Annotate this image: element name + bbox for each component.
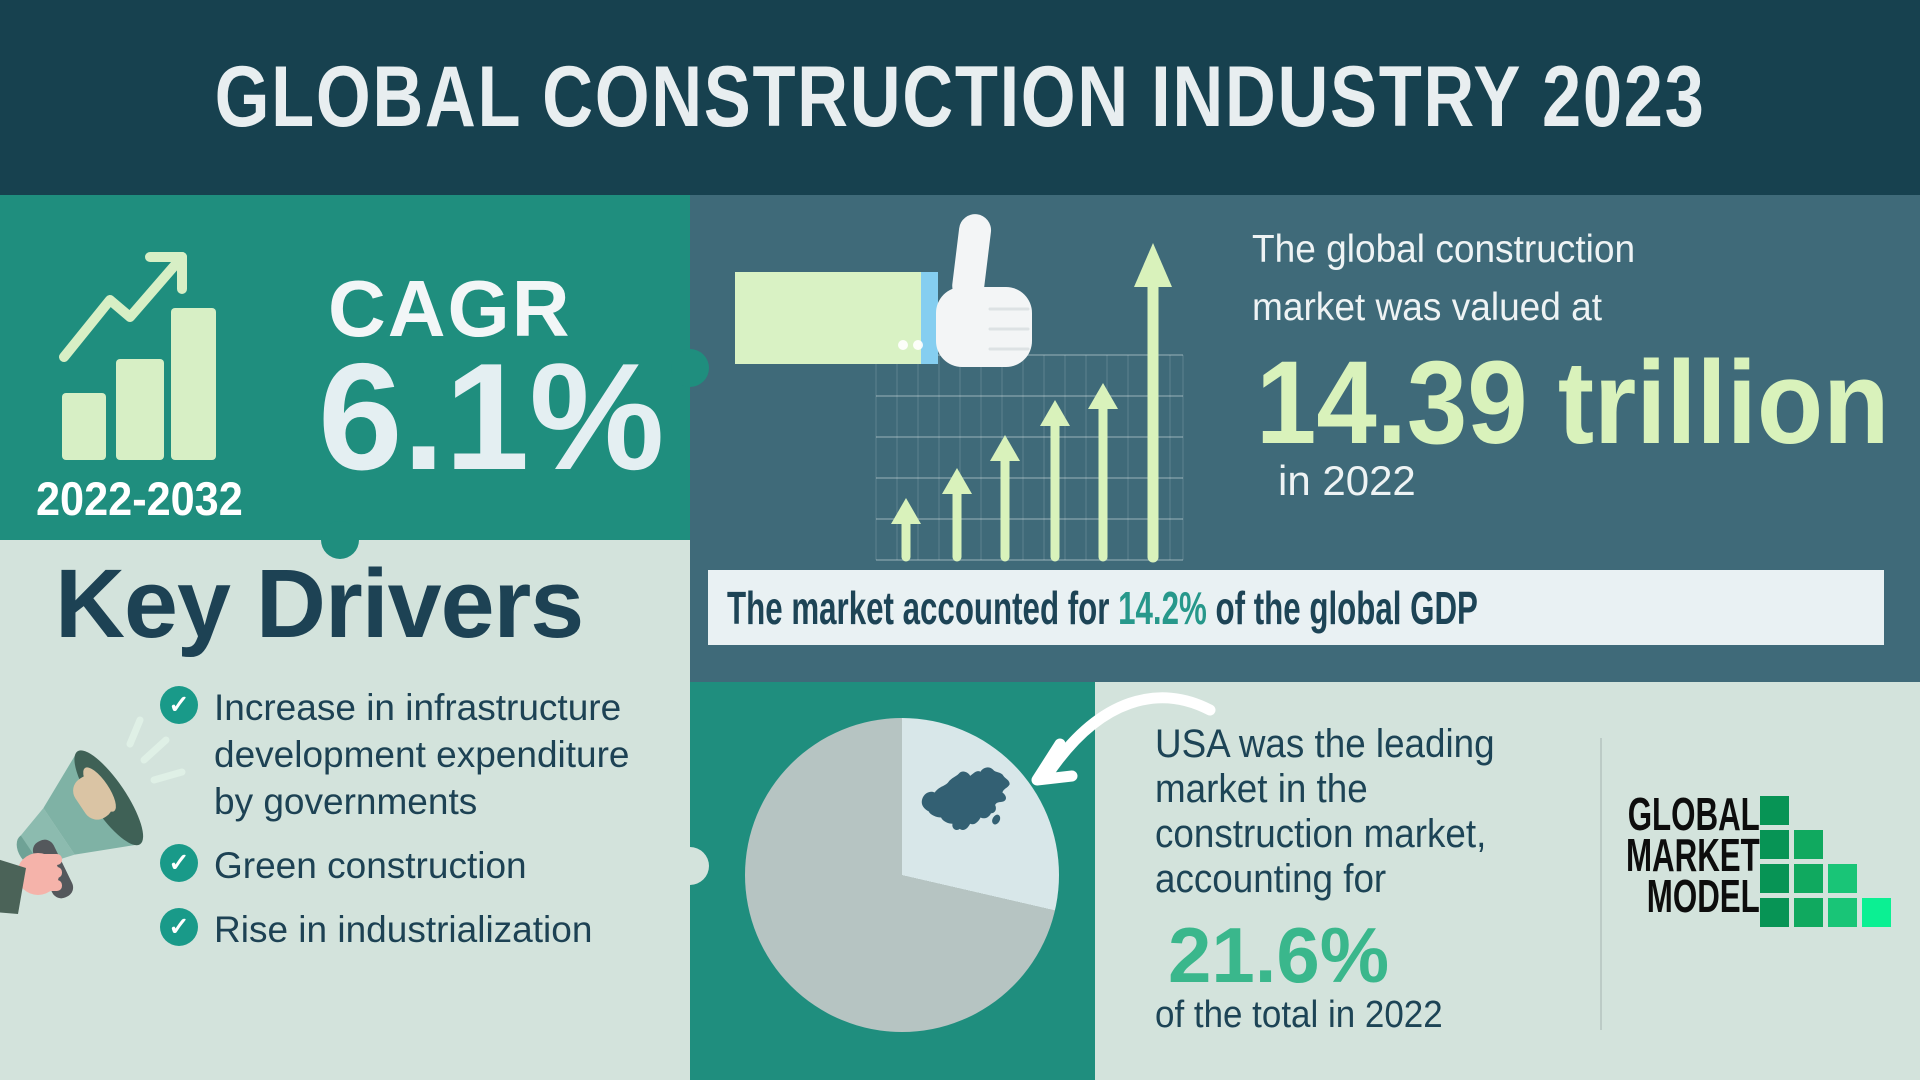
market-value-intro-line2: market was valued at	[1252, 286, 1603, 329]
usa-market-line2: market in the	[1155, 767, 1368, 811]
list-item: ✓ Increase in infrastructure development…	[160, 684, 660, 825]
cagr-panel: CAGR 6.1% 2022-2032	[0, 195, 690, 540]
gmm-logo-line2: MARKET	[1626, 829, 1760, 881]
puzzle-tab	[321, 521, 359, 559]
usa-market-text: USA was the leading market in the constr…	[1155, 722, 1495, 902]
check-circle-icon: ✓	[160, 844, 198, 882]
usa-market-panel: USA was the leading market in the constr…	[690, 682, 1920, 1080]
growth-arrows-grid	[735, 214, 1184, 563]
cagr-value: 6.1%	[318, 332, 665, 502]
usa-market-line1: USA was the leading	[1155, 722, 1495, 766]
gmm-logo-bars-icon	[1760, 796, 1892, 928]
key-drivers-list: ✓ Increase in infrastructure development…	[160, 684, 660, 970]
list-item: ✓ Green construction	[160, 842, 660, 889]
gdp-banner: The market accounted for 14.2% of the gl…	[708, 570, 1884, 645]
usa-share-value: 21.6%	[1168, 911, 1390, 999]
list-item-label: Rise in industrialization	[214, 909, 593, 950]
megaphone-icon	[0, 716, 186, 914]
cagr-label: CAGR	[328, 264, 572, 353]
usa-share-caption: of the total in 2022	[1155, 994, 1443, 1036]
page-title: GLOBAL CONSTRUCTION INDUSTRY 2023	[214, 49, 1706, 145]
market-value-year: in 2022	[1278, 457, 1416, 504]
list-item-label: Increase in infrastructure development e…	[214, 687, 630, 822]
key-drivers-title: Key Drivers	[55, 549, 584, 658]
list-item: ✓ Rise in industrialization	[160, 906, 660, 953]
header-band: GLOBAL CONSTRUCTION INDUSTRY 2023	[0, 0, 1920, 195]
gmm-logo-line3: MODEL	[1647, 870, 1760, 922]
check-circle-icon: ✓	[160, 908, 198, 946]
gmm-logo-text: GLOBAL MARKET MODEL	[1626, 788, 1760, 922]
cagr-period: 2022-2032	[36, 472, 243, 525]
gmm-logo-line1: GLOBAL	[1627, 788, 1760, 840]
market-value-intro-line1: The global construction	[1252, 228, 1636, 271]
puzzle-tab	[671, 349, 709, 387]
gdp-banner-suffix: of the global GDP	[1206, 581, 1478, 634]
gdp-banner-highlight: 14.2%	[1118, 581, 1207, 634]
vertical-divider	[1600, 738, 1602, 1030]
thumbs-up-icon	[735, 214, 1032, 367]
puzzle-tab	[671, 847, 709, 885]
key-drivers-panel: Key Drivers ✓ Increase in infrastructure…	[0, 540, 690, 1080]
market-value-panel: The global construction market was value…	[690, 195, 1920, 682]
market-value-amount: 14.39 trillion	[1256, 337, 1890, 469]
gdp-banner-prefix: The market accounted for	[727, 581, 1119, 634]
pie-chart-panel	[690, 682, 1095, 1080]
market-value-intro: The global construction market was value…	[1252, 221, 1635, 337]
pie-chart	[745, 718, 1059, 1032]
china-map-icon	[921, 767, 1010, 831]
check-circle-icon: ✓	[160, 686, 198, 724]
bar-chart-growth-icon	[59, 252, 216, 460]
list-item-label: Green construction	[214, 845, 527, 886]
curved-arrow-icon	[1031, 692, 1216, 786]
usa-market-line4: accounting for	[1155, 857, 1387, 901]
gdp-banner-text: The market accounted for 14.2% of the gl…	[708, 581, 1478, 635]
usa-market-line3: construction market,	[1155, 812, 1487, 856]
